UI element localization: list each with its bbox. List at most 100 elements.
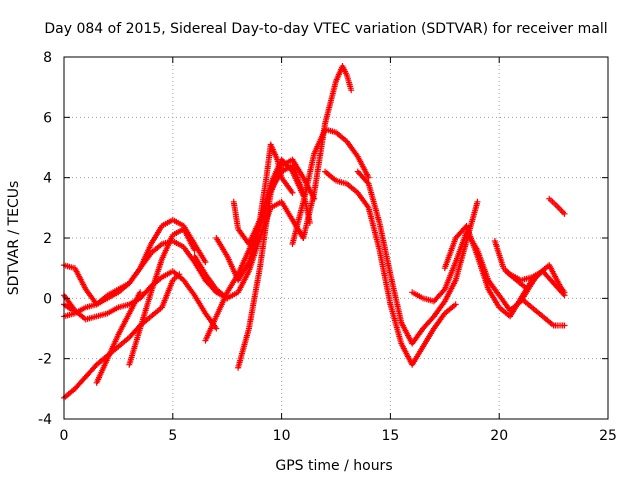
data-point-trail [171,272,181,282]
data-point-trail [203,315,219,342]
data-point-trail [345,182,360,195]
data-point-trail [345,140,360,158]
data-point-trail [366,206,383,252]
data-point-trail [149,305,164,319]
data-point-trail [421,314,436,331]
data-point-trail [73,308,88,322]
data-point-trail [410,327,425,346]
data-point-trail [159,278,176,309]
data-point-trail [160,269,174,280]
grid-lines [64,57,608,419]
data-point-trail [246,224,263,264]
y-tick-label: 8 [43,50,52,66]
y-tick-label: -4 [38,412,52,428]
data-point-trail [235,248,252,276]
data-point-trail [137,291,154,330]
data-point [561,210,568,217]
data-point [561,289,568,296]
data-point-trail [541,314,555,328]
data-point-trail [181,245,197,264]
data-point-trail [443,302,458,316]
data-point-trail [181,227,197,252]
data-point-trail [192,254,208,276]
data-point-trail [149,224,164,246]
data-point-trail [214,291,230,318]
data-point-trail [300,191,317,240]
data-point-trail [235,269,252,294]
data-point-trail [181,278,197,297]
data-point [213,325,220,332]
data-point-trail [312,128,328,155]
data-point-trail [432,311,447,330]
data-point-trail [340,64,349,77]
data-point [365,174,372,181]
data-point-trail [192,242,208,264]
data-point [202,259,209,266]
data-point-trail [257,176,270,222]
data-point-trail [159,233,175,261]
data-point [191,247,198,254]
data-point [452,301,459,308]
data-point-trail [387,273,404,324]
data-point-trail [486,278,502,297]
x-tick-label: 0 [60,428,69,444]
data-point-trail [442,260,458,291]
data-point-trail [257,191,274,270]
data-point-trail [323,169,338,183]
data-point-trail [410,345,426,367]
series-arc-9 [213,156,307,284]
data-point [137,289,144,296]
data-point-trail [149,242,164,255]
axis-ticks: 0 5 10 15 20 25 -4 -2 0 2 4 6 8 [38,50,617,444]
x-tick-label: 25 [599,428,617,444]
data-point-trail [432,299,447,318]
data-point-trail [558,284,567,294]
y-tick-label: 0 [43,291,52,307]
data-point-trail [442,236,458,270]
data-point [69,307,76,314]
data-point-trail [94,357,110,385]
data-point-trail [236,260,251,282]
data-point-trail [116,312,132,336]
data-point-trail [171,269,186,282]
data-point-trail [106,305,120,316]
y-tick-label: 4 [43,171,52,187]
series-arc-13 [289,126,372,248]
x-tick-label: 15 [381,428,399,444]
data-point-trail [160,217,174,228]
data-point-trail [171,239,185,249]
data-point-trail [442,278,458,303]
data-point-trail [126,327,143,366]
data-point-trail [486,287,502,309]
data-point-trail [376,221,393,276]
data-point-trail [117,335,131,349]
data-point-trail [504,269,519,282]
data-point-trail [376,248,393,306]
data-point-trail [192,294,208,315]
data-point-trail [399,321,415,345]
data-point-trail [356,170,371,186]
series-arc-14 [322,168,459,368]
data-point-trail [203,272,219,291]
data-point-trail [268,164,284,195]
data-point-trail [508,297,523,318]
data-point-trail [62,387,77,400]
data-point-trail [421,327,436,348]
data-point [474,198,481,205]
series-arc-19 [502,262,568,296]
series-arc-6 [126,225,198,368]
data-point-trail [554,203,566,216]
data-point-trail [475,254,491,291]
y-axis-label: SDTVAR / TECUs [6,181,22,296]
y-tick-label: 2 [43,231,52,247]
data-point-trail [334,130,349,144]
data-point-trail [547,197,558,207]
data-point-trail [453,239,470,282]
series-arc-20 [517,295,568,329]
y-tick-label: -2 [38,352,52,368]
data-point-trail [214,236,230,258]
data-point-trail [290,158,306,179]
